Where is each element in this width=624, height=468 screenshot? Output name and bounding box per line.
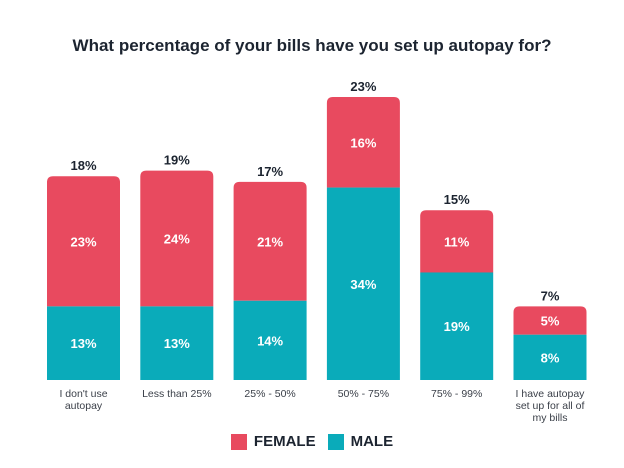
bar-segment-female xyxy=(420,210,494,273)
category-label: Less than 25% xyxy=(142,388,211,400)
data-label-male: 13% xyxy=(164,336,190,351)
data-label-female: 11% xyxy=(444,234,470,249)
data-label-male: 34% xyxy=(350,277,376,292)
bar-segment-male xyxy=(47,306,120,380)
data-label-male: 19% xyxy=(444,319,470,334)
data-label-female: 5% xyxy=(541,314,560,329)
category-label: I don't use autopay xyxy=(59,388,107,412)
data-label-male: 14% xyxy=(257,333,283,348)
total-label: 7% xyxy=(541,288,560,303)
data-label-male: 13% xyxy=(70,336,96,351)
bar-segment-male xyxy=(420,272,494,380)
data-label-female: 24% xyxy=(164,232,190,247)
data-label-female: 16% xyxy=(350,135,376,150)
category-label: 25% - 50% xyxy=(244,388,295,400)
data-label-female: 23% xyxy=(70,234,96,249)
data-label-male: 8% xyxy=(541,350,560,365)
bar-segment-female xyxy=(140,170,214,307)
data-label-female: 21% xyxy=(257,234,283,249)
legend: FEMALE MALE xyxy=(0,433,624,450)
bar-segment-male xyxy=(233,300,307,380)
legend-label-female: FEMALE xyxy=(253,433,316,450)
legend-swatch-female xyxy=(230,433,247,450)
legend-item-female: FEMALE xyxy=(230,433,316,450)
bar-segment-female xyxy=(47,176,120,307)
category-label: I have autopay set up for all of my bills xyxy=(516,388,586,424)
total-label: 23% xyxy=(350,79,376,94)
category-label: 50% - 75% xyxy=(338,388,389,400)
total-label: 15% xyxy=(444,192,470,207)
total-label: 19% xyxy=(164,153,190,168)
category-label: 75% - 99% xyxy=(431,388,482,400)
bar-segment-female xyxy=(326,97,400,188)
bar-segment-male xyxy=(326,187,400,380)
bar-segment-male xyxy=(140,306,214,380)
bar-segment-male xyxy=(513,334,587,380)
legend-item-male: MALE xyxy=(327,433,394,450)
total-label: 18% xyxy=(70,158,96,173)
legend-label-male: MALE xyxy=(350,433,394,450)
total-label: 17% xyxy=(257,164,283,179)
chart-title: What percentage of your bills have you s… xyxy=(72,36,552,55)
legend-swatch-male xyxy=(327,433,344,450)
bar-segment-female xyxy=(513,306,587,335)
bar-segment-female xyxy=(233,181,307,301)
